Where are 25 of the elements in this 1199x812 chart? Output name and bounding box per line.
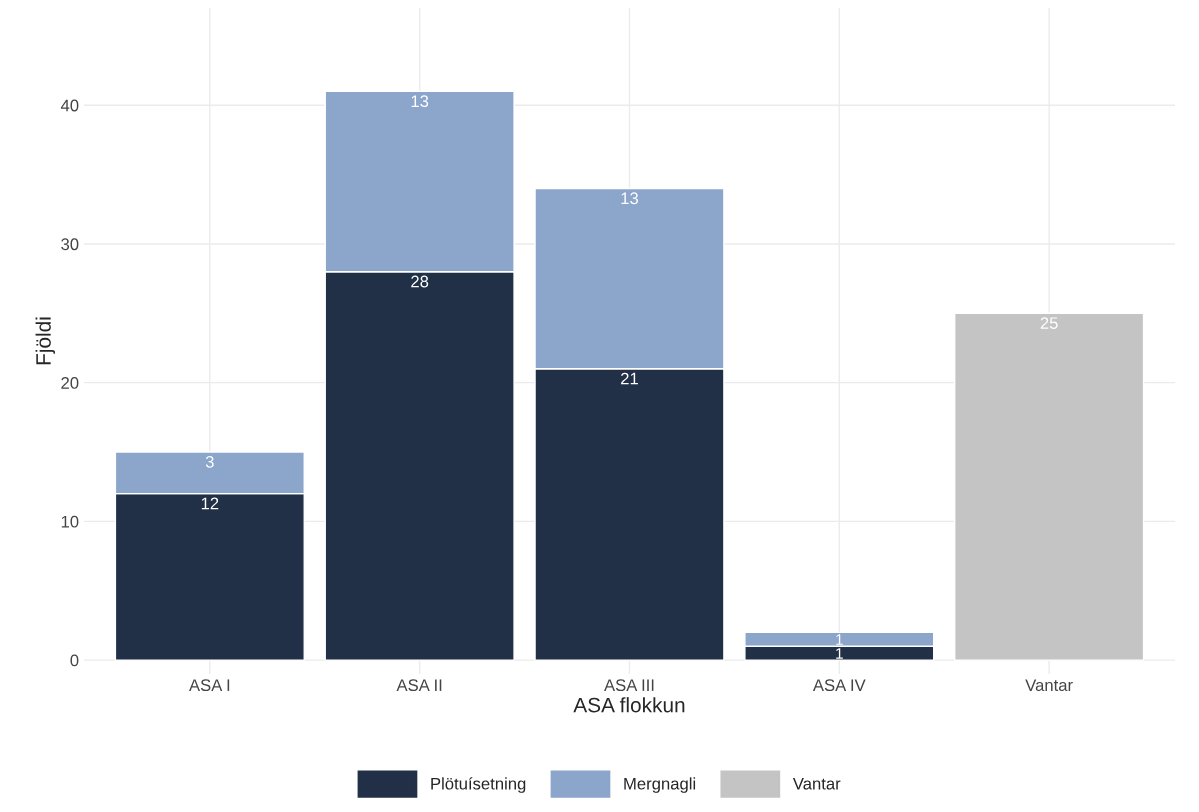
x-tick-label: ASA IV	[812, 679, 866, 692]
data-label: 1	[836, 634, 843, 645]
bar	[954, 312, 1145, 661]
y-tick-label: 10	[61, 515, 79, 528]
x-tick-label: ASA I	[189, 679, 230, 692]
x-tick-label: ASA III	[604, 679, 654, 692]
data-label: 28	[411, 275, 429, 288]
legend-label: Mergnagli	[624, 777, 696, 793]
x-tick-label: Vantar	[1025, 679, 1073, 692]
data-label: 12	[201, 497, 219, 510]
legend-label: Vantar	[792, 777, 841, 790]
data-label: 3	[205, 455, 214, 468]
data-label: 13	[411, 95, 429, 108]
data-label: 21	[621, 372, 638, 385]
data-label: 13	[621, 192, 639, 205]
data-label: 25	[1040, 317, 1058, 330]
legend-label: Plötuísetning	[431, 777, 526, 793]
data-label: 1	[836, 648, 843, 659]
y-tick-label: 0	[70, 654, 79, 667]
y-tick-label: 40	[60, 99, 79, 112]
y-tick-label: 30	[61, 238, 79, 251]
y-axis-title: Fjöldi	[35, 317, 55, 365]
x-tick-label: ASA II	[396, 679, 442, 692]
x-axis-title: ASA flokkun	[573, 697, 685, 713]
y-tick-label: 20	[61, 377, 79, 389]
